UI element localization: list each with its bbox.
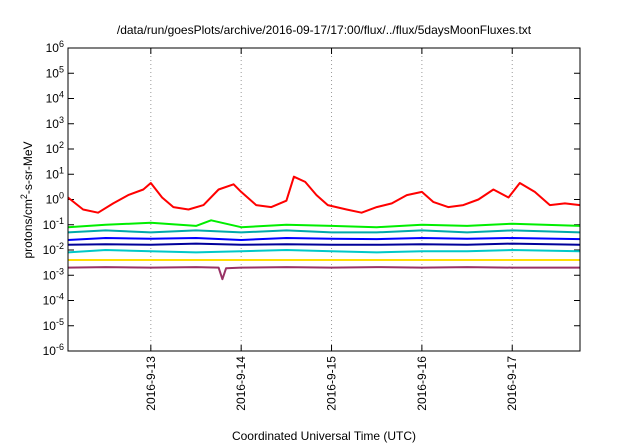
x-tick-label: 2016-9-17 [505,356,519,411]
series-line-3 [67,229,581,234]
y-tick-label: 105 [46,64,64,80]
y-tick-label: 10-3 [43,266,64,282]
x-axis-label: Coordinated Universal Time (UTC) [232,429,416,443]
y-tick-label: 10-5 [43,317,64,333]
y-tick-label: 10-6 [43,342,64,358]
y-tick-label: 104 [46,90,64,106]
y-tick-label: 101 [46,165,64,181]
y-tick-label: 10-4 [43,292,64,308]
y-tick-label: 103 [46,115,64,131]
series-line-5 [67,242,581,246]
grid [150,48,513,351]
series-line-2 [67,219,581,229]
x-tick-label: 2016-9-15 [325,356,339,411]
series-line-6 [67,249,581,254]
y-axis: 10-6 10-5 10-4 10-3 10-2 10-1 100 101 102 103 104 1… [43,39,580,358]
x-tick-label: 2016-9-13 [144,356,158,411]
x-axis: 2016-9-13 2016-9-14 2016-9-15 2016-9-16 2016… [144,48,519,411]
plot-frame [67,47,581,352]
y-tick-label: 106 [46,39,64,55]
y-axis-label: protons/cm2-s-sr-MeV [19,141,35,258]
series-line-8 [67,266,580,281]
x-tick-label: 2016-9-16 [415,356,429,411]
y-tick-label: 10-1 [43,216,64,232]
series-group [67,175,581,281]
x-tick-label: 2016-9-14 [234,356,248,411]
y-tick-label: 102 [46,140,64,156]
y-tick-label: 10-2 [43,241,64,257]
series-line-1 [67,175,581,214]
chart-title: /data/run/goesPlots/archive/2016-09-17/1… [117,23,532,37]
series-line-4 [67,237,581,241]
y-tick-label: 100 [46,191,64,207]
